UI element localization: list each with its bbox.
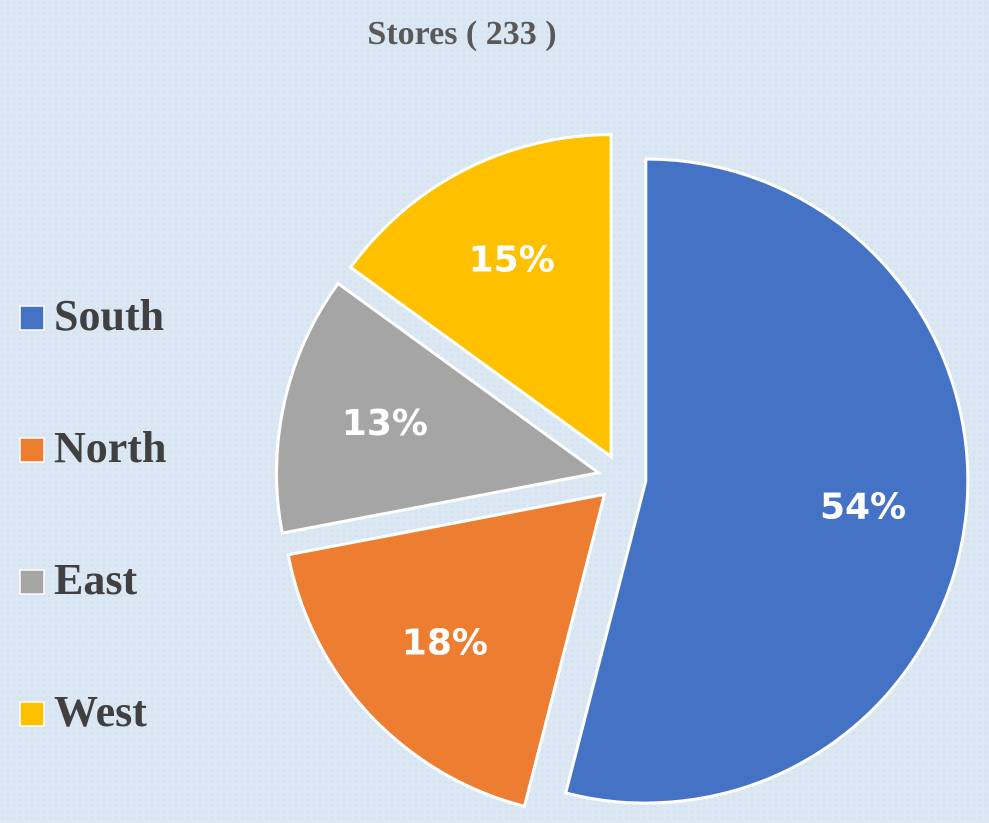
legend-label: North [54,423,166,472]
legend-label: South [54,291,164,340]
pie-slice [275,281,603,535]
legend-label: East [54,555,137,604]
data-label: 13% [342,403,428,444]
data-label: 15% [469,240,555,281]
legend-label: West [54,687,147,736]
legend-swatch [19,701,45,727]
pie-slice [286,492,607,809]
data-label: 54% [820,486,906,527]
chart-title: Stores ( 233 ) [367,15,556,52]
legend-swatch [19,437,45,463]
pie-slice [348,133,613,460]
data-label: 18% [402,622,488,663]
legend-swatch [19,569,45,595]
legend-swatch [19,305,45,331]
pie-slice [563,157,970,805]
